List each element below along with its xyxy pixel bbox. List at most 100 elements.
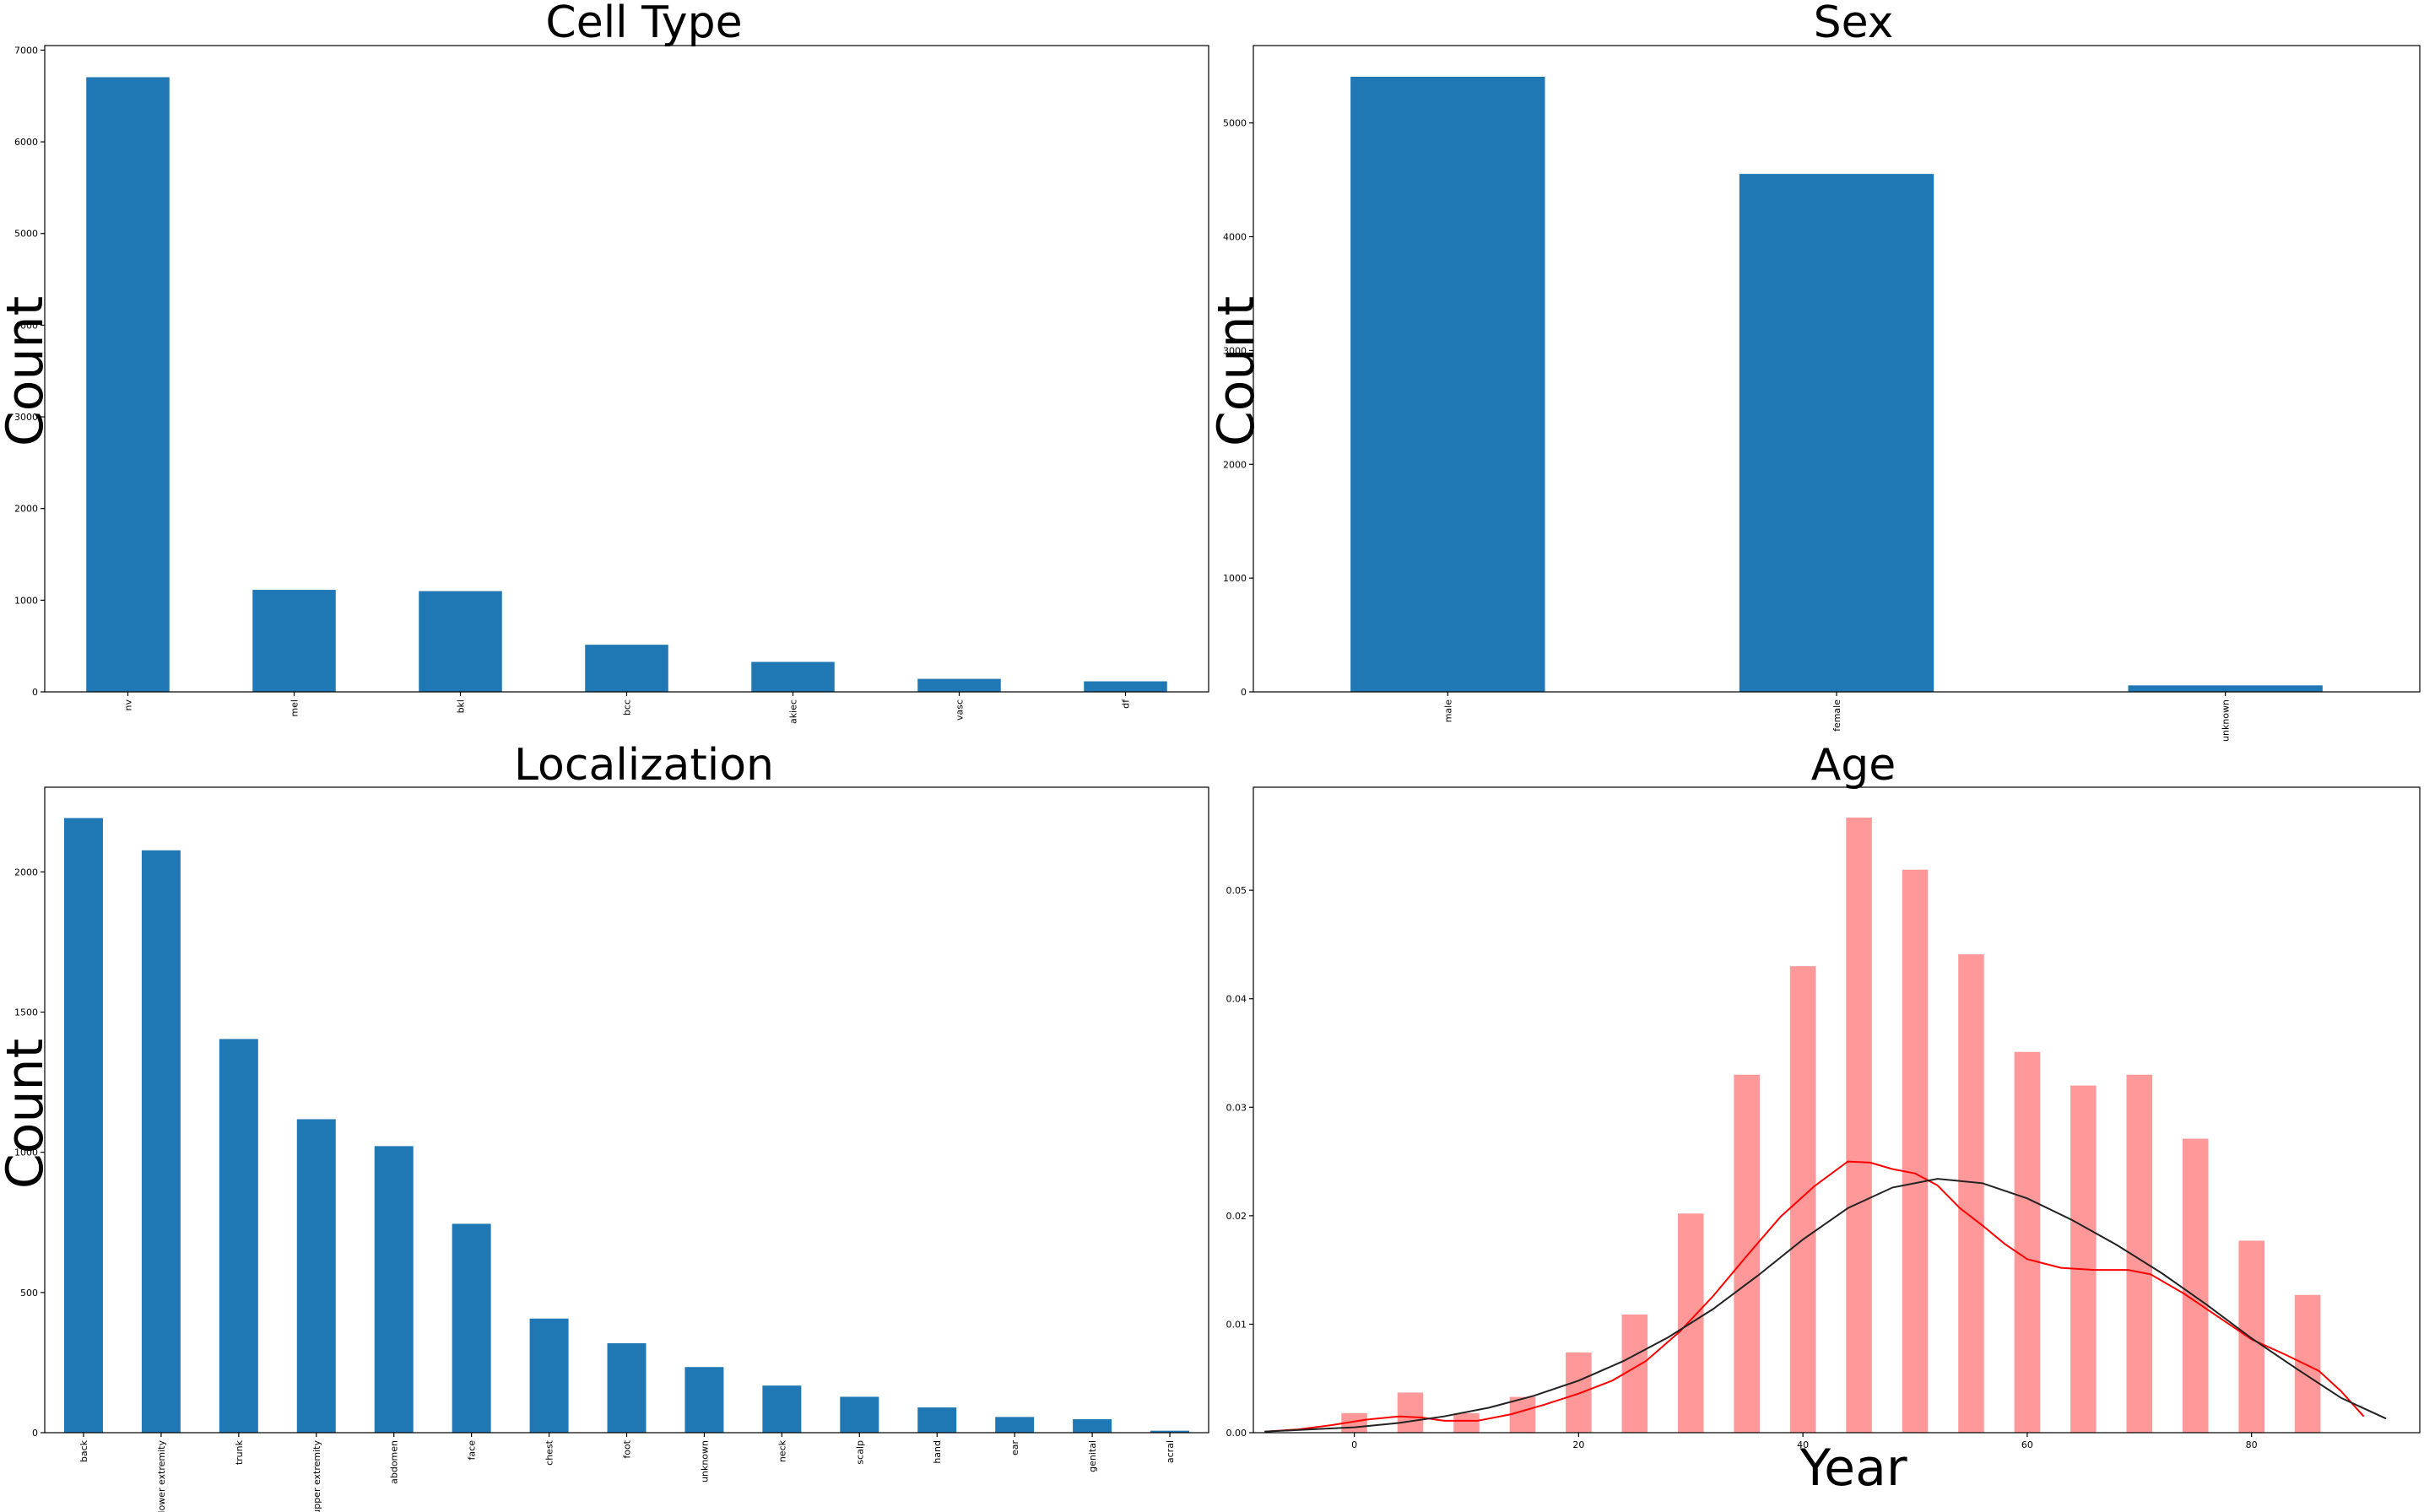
x-tick-label-mel: mel	[289, 699, 300, 717]
hist-bar-80	[2238, 1240, 2264, 1433]
bar-akiec	[751, 662, 835, 692]
axes-frame	[1253, 786, 2421, 1434]
y-tick-label: 0	[32, 1428, 38, 1439]
x-tick-label: 60	[2021, 1439, 2033, 1450]
y-tick-label: 5000	[14, 229, 38, 240]
y-axis-label-cell-type: Count	[0, 296, 55, 446]
y-tick-label: 500	[20, 1288, 38, 1299]
x-tick-label-chest: chest	[544, 1439, 555, 1466]
bar-vasc	[917, 678, 1001, 692]
x-tick-label-abdomen: abdomen	[389, 1440, 400, 1484]
bar-nv	[86, 77, 170, 692]
chart-title-cell-type: Cell Type	[545, 0, 742, 48]
bar-mel	[252, 590, 336, 692]
bar-back	[63, 818, 103, 1433]
x-tick-label-back: back	[78, 1439, 89, 1462]
hist-bar-55	[1958, 954, 1984, 1433]
y-tick-label: 0.02	[1226, 1211, 1247, 1222]
bar-upper-extremity	[296, 1119, 336, 1433]
panel-cell-type: Cell Type Count nv mel bkl bcc akiec vasc df 0 1…	[0, 0, 1209, 724]
y-tick-label: 1500	[14, 1007, 38, 1018]
bar-lower-extremity	[141, 850, 181, 1433]
bar-scalp	[840, 1396, 879, 1433]
bar-genital	[1073, 1419, 1112, 1433]
fit-line	[1264, 1178, 2387, 1433]
hist-bar-50	[1902, 869, 1929, 1433]
x-tick-label-female: female	[1832, 699, 1842, 732]
y-tick-label: 0.01	[1226, 1319, 1247, 1330]
x-tick-label-scalp: scalp	[854, 1440, 865, 1465]
panel-age: Age Year 0 20 40 60 80 0.00 0.01 0.02 0.03 0.04 0.…	[1226, 740, 2421, 1498]
y-tick-label: 2000	[1223, 459, 1247, 470]
x-tick-label-neck: neck	[776, 1439, 787, 1462]
y-tick-label: 5000	[1223, 118, 1247, 129]
bar-unknown	[2128, 685, 2323, 692]
panel-sex: Sex Count male female unknown 0 1000 2000 3000…	[1207, 0, 2421, 742]
x-tick-label-lower-extremity: lower extremity	[156, 1440, 167, 1512]
bar-hand	[917, 1407, 957, 1433]
x-tick-label-upper-extremity: upper extremity	[311, 1440, 322, 1512]
hist-bar-15	[1509, 1396, 1536, 1433]
bar-bcc	[585, 645, 668, 692]
axes-frame	[44, 786, 1209, 1434]
y-axis-label-localization: Count	[0, 1039, 55, 1189]
x-tick-label-vasc: vasc	[955, 699, 966, 721]
kde-line	[1264, 1160, 2365, 1433]
bar-face	[452, 1223, 491, 1433]
y-tick-label: 4000	[1223, 232, 1247, 243]
x-tick-label-ear: ear	[1009, 1440, 1020, 1456]
x-tick-label: 40	[1797, 1439, 1809, 1450]
bar-chest	[529, 1318, 569, 1433]
x-tick-label-male: male	[1442, 699, 1453, 723]
hist-bar-40	[1789, 966, 1816, 1433]
hist-bar-75	[2182, 1138, 2209, 1433]
bar-neck	[762, 1385, 802, 1433]
x-tick-label-df: df	[1121, 699, 1132, 709]
chart-title-sex: Sex	[1814, 0, 1894, 48]
y-tick-label: 0.05	[1226, 885, 1247, 896]
chart-title-localization: Localization	[514, 740, 774, 791]
hist-bar-20	[1566, 1352, 1592, 1433]
y-tick-label: 1000	[14, 1148, 38, 1158]
bar-trunk	[219, 1039, 258, 1433]
hist-bar-85	[2294, 1294, 2321, 1433]
hist-bar-25	[1621, 1314, 1648, 1433]
bar-unknown	[684, 1367, 724, 1433]
bar-foot	[607, 1342, 647, 1433]
y-axis-label-sex: Count	[1207, 296, 1266, 446]
bar-male	[1350, 76, 1545, 692]
x-tick-label-trunk: trunk	[234, 1439, 245, 1465]
x-tick-label-foot: foot	[622, 1439, 633, 1458]
y-tick-label: 2000	[14, 504, 38, 515]
x-tick-label-nv: nv	[123, 699, 134, 711]
bar-acral	[1150, 1430, 1190, 1433]
y-tick-label: 6000	[14, 137, 38, 148]
y-tick-label: 0.04	[1226, 994, 1247, 1005]
x-tick-label-unknown: unknown	[2221, 699, 2232, 742]
y-tick-label: 3000	[1223, 345, 1247, 356]
x-tick-label: 0	[1351, 1439, 1357, 1450]
y-tick-label: 0	[1241, 687, 1247, 698]
x-tick-label: 20	[1572, 1439, 1584, 1450]
bar-female	[1739, 174, 1934, 693]
y-tick-label: 1000	[14, 595, 38, 606]
x-tick-label-face: face	[467, 1440, 478, 1461]
y-tick-label: 0.00	[1226, 1428, 1247, 1439]
x-tick-label-bkl: bkl	[456, 699, 467, 713]
hist-bar-45	[1846, 818, 1872, 1433]
x-tick-label-unknown: unknown	[699, 1440, 710, 1482]
axes-frame	[1253, 45, 2421, 693]
y-tick-label: 1000	[1223, 573, 1247, 584]
x-tick-label: 80	[2246, 1439, 2258, 1450]
x-tick-label-hand: hand	[932, 1440, 943, 1464]
y-tick-label: 4000	[14, 320, 38, 331]
chart-title-age: Age	[1811, 740, 1896, 791]
x-tick-label-akiec: akiec	[788, 699, 799, 724]
bar-df	[1084, 681, 1167, 692]
hist-bar-35	[1734, 1074, 1760, 1433]
x-tick-label-genital: genital	[1087, 1440, 1098, 1472]
hist-bar-65	[2070, 1085, 2097, 1433]
hist-bar-60	[2014, 1051, 2041, 1433]
hist-bar-10	[1453, 1412, 1480, 1433]
